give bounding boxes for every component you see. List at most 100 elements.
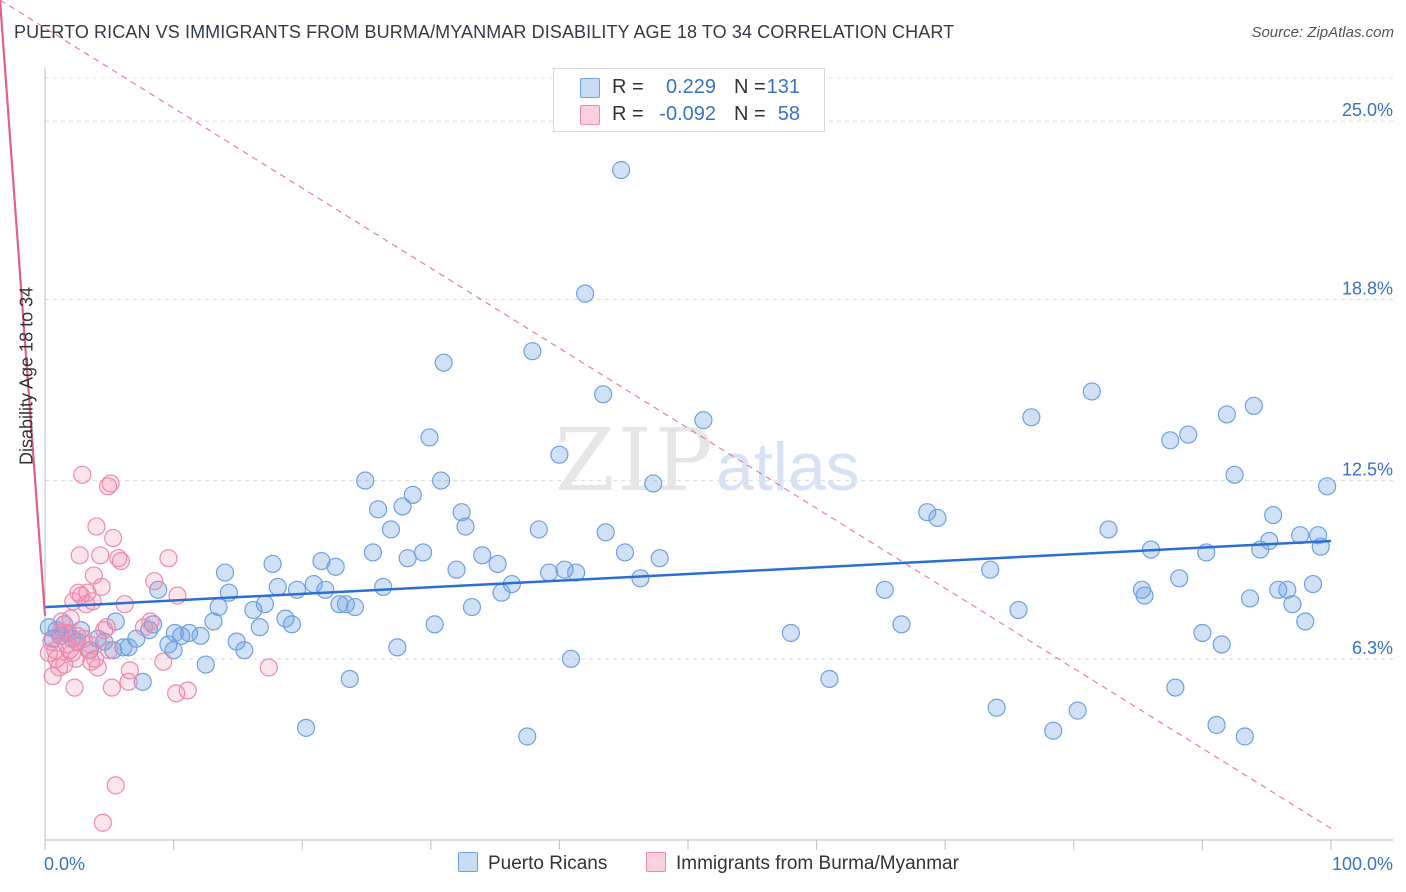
point-burma-myanmar: [259, 658, 278, 677]
legend-swatch-pink: [580, 105, 600, 125]
point-burma-myanmar: [98, 477, 118, 496]
point-puerto-ricans: [1009, 600, 1028, 620]
point-puerto-ricans: [529, 520, 548, 539]
point-puerto-ricans: [133, 672, 152, 691]
point-puerto-ricans: [204, 612, 223, 631]
y-tick-label: 6.3%: [1352, 638, 1393, 658]
watermark-zip: ZIP: [555, 411, 716, 511]
point-puerto-ricans: [631, 569, 650, 588]
point-puerto-ricans: [447, 560, 466, 579]
point-puerto-ricans: [456, 517, 475, 536]
point-puerto-ricans: [473, 546, 492, 565]
point-puerto-ricans: [781, 623, 800, 643]
point-puerto-ricans: [363, 543, 383, 562]
trend-line-puerto-ricans: [44, 539, 1332, 609]
point-puerto-ricans: [555, 560, 574, 579]
point-puerto-ricans: [1240, 589, 1260, 608]
point-burma-myanmar: [145, 572, 164, 591]
point-puerto-ricans: [356, 471, 375, 490]
point-burma-myanmar: [159, 549, 178, 568]
point-puerto-ricans: [345, 597, 365, 617]
correlation-legend: R = 0.229 N = 131 R = -0.092 N = 58: [553, 68, 825, 132]
x-tick-label: 100.0%: [1332, 854, 1393, 874]
point-puerto-ricans: [393, 497, 412, 516]
point-burma-myanmar: [120, 661, 139, 680]
point-puerto-ricans: [104, 641, 123, 660]
point-puerto-ricans: [987, 698, 1006, 717]
point-puerto-ricans: [1082, 382, 1101, 401]
tick-labels: 6.3% 12.5% 18.8% 25.0% 0.0% 100.0%: [44, 100, 1393, 874]
legend-r-label: R =: [612, 76, 644, 98]
source-label: Source: ZipAtlas.com: [1251, 24, 1394, 41]
legend-swatch-blue: [580, 78, 600, 98]
trend-line-burma-myanmar-extension: [0, 0, 1332, 830]
point-burma-myanmar: [97, 618, 116, 637]
y-tick-label: 12.5%: [1342, 460, 1393, 480]
watermark-atlas: atlas: [716, 429, 860, 505]
point-puerto-ricans: [452, 503, 471, 522]
point-puerto-ricans: [1179, 425, 1198, 444]
point-puerto-ricans: [282, 615, 302, 634]
legend-swatch-blue: [458, 852, 478, 872]
point-puerto-ricans: [381, 520, 401, 539]
point-puerto-ricans: [255, 595, 275, 614]
y-tick-label: 25.0%: [1342, 100, 1393, 120]
point-puerto-ricans: [576, 284, 595, 303]
x-tick-label: 0.0%: [44, 854, 85, 874]
point-puerto-ricans: [374, 577, 393, 597]
point-burma-myanmar: [111, 551, 130, 571]
legend-row-puerto-ricans: R = 0.229 N = 131: [554, 74, 824, 102]
point-burma-myanmar: [93, 813, 112, 832]
legend-row-burma-myanmar: R = -0.092 N = 58: [554, 101, 824, 129]
point-puerto-ricans: [316, 580, 335, 599]
point-puerto-ricans: [388, 638, 407, 657]
point-burma-myanmar: [70, 546, 89, 565]
point-puerto-ricans: [561, 649, 581, 668]
point-puerto-ricans: [1260, 531, 1279, 551]
point-burma-myanmar: [95, 620, 114, 640]
legend-swatch-pink: [646, 852, 666, 872]
legend-n-label: N =: [734, 103, 766, 125]
trend-lines: [0, 0, 1332, 830]
point-puerto-ricans: [330, 595, 349, 614]
point-puerto-ricans: [420, 428, 439, 447]
point-puerto-ricans: [550, 445, 569, 464]
point-puerto-ricans: [1264, 505, 1283, 525]
point-puerto-ricans: [523, 342, 542, 361]
point-burma-myanmar: [50, 658, 69, 677]
point-burma-myanmar: [92, 577, 111, 597]
point-burma-myanmar: [104, 528, 123, 548]
point-puerto-ricans: [1161, 431, 1180, 450]
point-puerto-ricans: [1283, 595, 1302, 614]
point-puerto-ricans: [540, 563, 559, 582]
legend-item-burma-myanmar: Immigrants from Burma/Myanmar: [646, 852, 959, 875]
point-puerto-ricans: [612, 160, 631, 180]
axes: [44, 68, 1393, 850]
point-burma-myanmar: [87, 517, 106, 536]
point-burma-myanmar: [167, 684, 186, 703]
point-puerto-ricans: [368, 500, 388, 519]
point-puerto-ricans: [403, 485, 422, 505]
point-puerto-ricans: [413, 543, 433, 562]
point-puerto-ricans: [1022, 408, 1041, 427]
point-burma-myanmar: [61, 609, 80, 628]
point-burma-myanmar: [91, 546, 110, 565]
point-puerto-ricans: [462, 597, 482, 617]
point-puerto-ricans: [1207, 715, 1226, 735]
legend-n-value: 131: [766, 76, 800, 98]
point-puerto-ricans: [1068, 701, 1087, 720]
point-puerto-ricans: [1244, 396, 1263, 415]
legend-item-puerto-ricans: Puerto Ricans: [458, 852, 607, 875]
legend-label: Puerto Ricans: [488, 853, 608, 874]
y-axis-label: Disability Age 18 to 34: [17, 287, 38, 465]
point-puerto-ricans: [918, 503, 937, 522]
point-puerto-ricans: [820, 669, 839, 689]
point-burma-myanmar: [65, 678, 84, 697]
point-burma-myanmar: [109, 549, 128, 568]
point-burma-myanmar: [106, 776, 125, 795]
point-puerto-ricans: [892, 615, 911, 634]
point-puerto-ricans: [1170, 569, 1189, 588]
point-puerto-ricans: [215, 563, 235, 582]
point-burma-myanmar: [73, 465, 92, 484]
